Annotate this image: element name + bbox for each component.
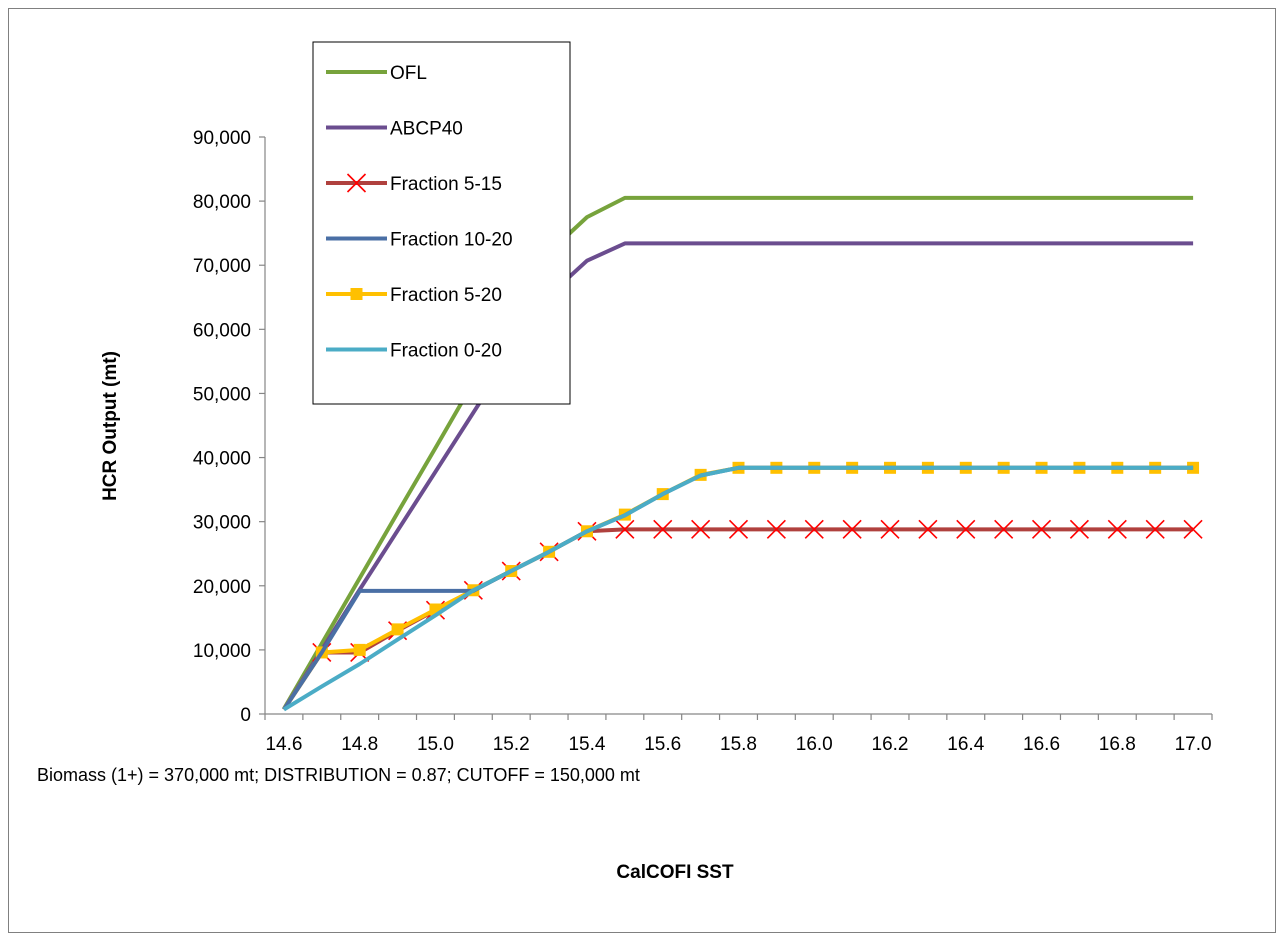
- series-line: [282, 465, 1194, 711]
- data-point: [1145, 519, 1165, 539]
- legend-box: [312, 41, 571, 405]
- x-axis-title: CalCOFI SST: [616, 862, 734, 883]
- series-1: [282, 241, 1194, 711]
- legend-label: Fraction 5-15: [390, 174, 502, 195]
- legend-entry: Fraction 5-20: [326, 285, 502, 306]
- series-layer: [282, 195, 1203, 712]
- series-line: [282, 465, 1194, 712]
- legend-entry: Fraction 0-20: [326, 341, 502, 362]
- data-point: [1069, 519, 1089, 539]
- y-tick-label: 30,000: [193, 513, 251, 534]
- legend-entry: OFL: [326, 63, 427, 84]
- x-tick-label: 16.8: [1099, 734, 1136, 755]
- y-tick-label: 10,000: [193, 641, 251, 662]
- data-point: [994, 519, 1014, 539]
- data-point: [804, 519, 824, 539]
- data-point: [353, 643, 366, 656]
- y-tick-label: 0: [240, 705, 251, 726]
- x-ticks: 14.6 14.8 15.0 15.2 15.4 15.6 15.8 16.0 16.2 16.4…: [264, 714, 1213, 755]
- data-point: [1183, 519, 1203, 539]
- data-point: [880, 519, 900, 539]
- data-point: [1031, 519, 1052, 539]
- legend-entry: Fraction 5-15: [326, 173, 502, 195]
- data-point: [1107, 519, 1127, 539]
- x-tick-label: 15.2: [493, 734, 530, 755]
- data-point: [615, 519, 635, 539]
- y-tick-label: 70,000: [193, 256, 251, 277]
- x-tick-label: 16.2: [872, 734, 909, 755]
- y-tick-label: 20,000: [193, 577, 251, 598]
- series-0: [282, 195, 1194, 710]
- series-line: [282, 195, 1194, 710]
- y-axis-title: HCR Output (mt): [100, 351, 121, 501]
- legend-marker: [346, 173, 367, 193]
- data-point: [842, 519, 862, 539]
- legend-label: OFL: [390, 63, 427, 84]
- data-point: [956, 519, 976, 539]
- legend-label: Fraction 10-20: [390, 230, 513, 251]
- x-tick-label: 15.4: [568, 734, 605, 755]
- data-point: [766, 519, 786, 539]
- x-tick-label: 15.6: [644, 734, 681, 755]
- legend-marker: [350, 288, 363, 300]
- y-tick-label: 50,000: [193, 384, 251, 405]
- legend-entry: ABCP40: [326, 119, 463, 140]
- legend-entry: Fraction 10-20: [326, 230, 513, 251]
- x-tick-label: 16.6: [1023, 734, 1060, 755]
- legend-label: ABCP40: [390, 119, 463, 140]
- chart-note: Biomass (1+) = 370,000 mt; DISTRIBUTION …: [37, 765, 640, 785]
- y-ticks: 0 10,000 20,000 30,000 40,000 50,000 60,000 70,…: [193, 128, 265, 726]
- series-line: [282, 465, 1194, 711]
- legend-label: Fraction 5-20: [390, 285, 502, 306]
- y-tick-label: 90,000: [193, 128, 251, 149]
- x-tick-label: 16.0: [796, 734, 833, 755]
- series-3: [282, 465, 1194, 711]
- x-tick-label: 15.8: [720, 734, 757, 755]
- y-tick-label: 40,000: [193, 449, 251, 470]
- y-tick-label: 60,000: [193, 320, 251, 341]
- data-point: [728, 519, 749, 539]
- data-point: [691, 519, 711, 539]
- y-tick-label: 80,000: [193, 192, 251, 213]
- axes: 0 10,000 20,000 30,000 40,000 50,000 60,000 70,…: [193, 128, 1213, 755]
- x-tick-label: 14.8: [341, 734, 378, 755]
- legend-label: Fraction 0-20: [390, 341, 502, 362]
- data-point: [391, 623, 404, 636]
- series-line: [282, 241, 1194, 711]
- data-point: [653, 519, 673, 539]
- x-tick-label: 14.6: [265, 734, 302, 755]
- x-tick-label: 17.0: [1175, 734, 1212, 755]
- data-point: [918, 519, 938, 539]
- x-tick-label: 15.0: [417, 734, 454, 755]
- legend: OFL ABCP40 Fraction 5-15 Fraction 10-20 Frac…: [312, 41, 571, 405]
- series-5: [282, 465, 1194, 712]
- series-4: [282, 461, 1200, 711]
- x-tick-label: 16.4: [947, 734, 984, 755]
